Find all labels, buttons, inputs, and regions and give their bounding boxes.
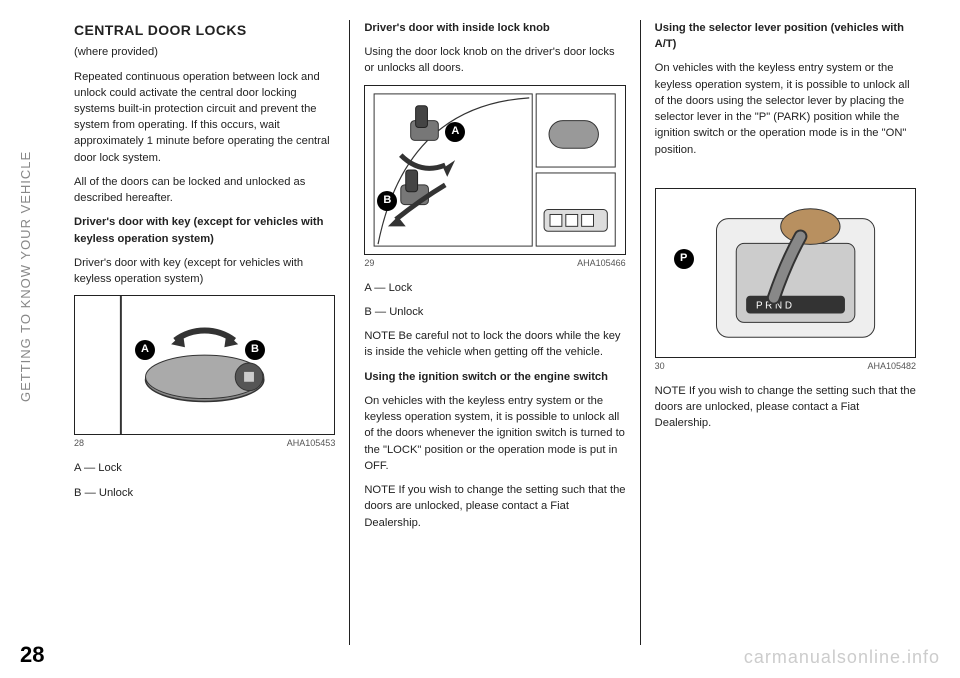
figure-30: P R N D P: [655, 188, 916, 358]
body-text: Using the door lock knob on the driver's…: [364, 44, 625, 76]
figure-code: AHA105482: [867, 360, 916, 373]
figure-code: AHA105453: [287, 437, 336, 450]
col-1: CENTRAL DOOR LOCKS (where provided) Repe…: [60, 20, 349, 645]
page: GETTING TO KNOW YOUR VEHICLE 28 CENTRAL …: [0, 0, 960, 678]
figure-number: 29: [364, 257, 374, 270]
page-number: 28: [20, 642, 44, 668]
body-text: Driver's door with key (except for vehic…: [74, 255, 335, 287]
body-text: All of the doors can be locked and unloc…: [74, 174, 335, 206]
label-p: P: [674, 249, 694, 269]
subheading: Driver's door with inside lock knob: [364, 20, 625, 36]
body-text: Repeated continuous operation between lo…: [74, 69, 335, 166]
watermark: carmanualsonline.info: [744, 647, 940, 668]
figure-caption: 28 AHA105453: [74, 437, 335, 450]
subheading: Using the ignition switch or the engine …: [364, 369, 625, 385]
legend-b: B — Unlock: [74, 485, 335, 501]
col-3: Using the selector lever position (vehic…: [640, 20, 930, 645]
label-a: A: [445, 122, 465, 142]
figure-number: 28: [74, 437, 84, 450]
label-b: B: [377, 191, 397, 211]
figure-number: 30: [655, 360, 665, 373]
figure-28: A B: [74, 295, 335, 435]
figure-caption: 30 AHA105482: [655, 360, 916, 373]
where-provided: (where provided): [74, 44, 335, 60]
figure-29: A B: [364, 85, 625, 255]
subheading: Using the selector lever position (vehic…: [655, 20, 916, 52]
legend-a: A — Lock: [74, 460, 335, 476]
figure-code: AHA105466: [577, 257, 626, 270]
col-2: Driver's door with inside lock knob Usin…: [349, 20, 639, 645]
figure-caption: 29 AHA105466: [364, 257, 625, 270]
legend-b: B — Unlock: [364, 304, 625, 320]
legend-a: A — Lock: [364, 280, 625, 296]
note-text: NOTE If you wish to change the setting s…: [364, 482, 625, 531]
columns: CENTRAL DOOR LOCKS (where provided) Repe…: [60, 20, 930, 645]
body-text: On vehicles with the keyless entry syste…: [364, 393, 625, 474]
section-title: CENTRAL DOOR LOCKS: [74, 20, 335, 40]
side-tab: GETTING TO KNOW YOUR VEHICLE: [18, 22, 42, 402]
subheading: Driver's door with key (except for vehic…: [74, 214, 335, 246]
note-text: NOTE If you wish to change the setting s…: [655, 383, 916, 432]
note-text: NOTE Be careful not to lock the doors wh…: [364, 328, 625, 360]
body-text: On vehicles with the keyless entry syste…: [655, 60, 916, 157]
